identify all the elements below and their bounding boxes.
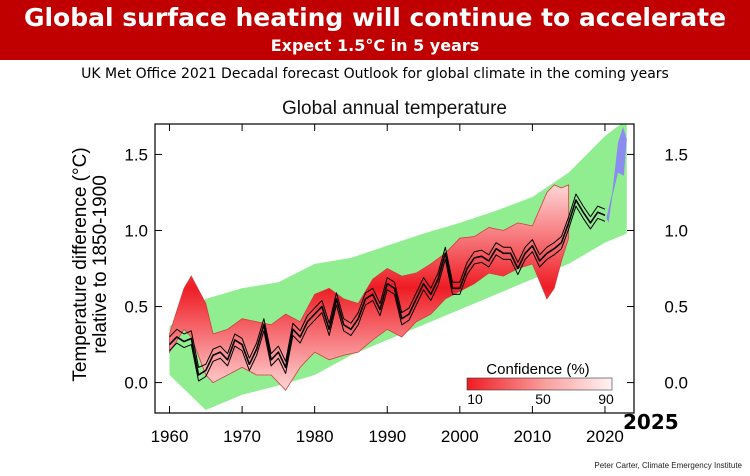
y-tick-label-left: 0.5 [124, 298, 148, 317]
year-2025-label: 2025 [623, 410, 679, 434]
observation-line-1 [168, 199, 606, 376]
credit-line: Peter Carter, Climate Emergency Institut… [594, 461, 742, 470]
forecast-band [606, 127, 627, 223]
y-axis-label: Temperature difference (°C)relative to 1… [70, 147, 111, 381]
observation-line-2 [169, 193, 606, 368]
chart-title: Global annual temperature [282, 98, 507, 119]
x-tick-label: 2020 [586, 427, 624, 446]
y-tick-label-right: 1.5 [664, 145, 688, 164]
hindcast-band [169, 184, 570, 391]
x-tick-label: 1980 [296, 427, 334, 446]
legend-tick-label: 50 [535, 391, 551, 407]
observation-line-3 [169, 205, 606, 382]
y-tick-label-left: 0.0 [124, 374, 148, 393]
legend-color-bar [466, 377, 613, 391]
plot-frame [154, 123, 635, 414]
y-tick-label-right: 0.0 [664, 374, 688, 393]
title-banner: Global surface heating will continue to … [0, 0, 750, 60]
x-tick-label: 2000 [441, 427, 479, 446]
legend-title: Confidence (%) [486, 361, 589, 378]
source-line: UK Met Office 2021 Decadal forecast Outl… [81, 66, 669, 82]
y-tick-label-left: 1.0 [124, 221, 148, 240]
y-tick-label-right: 1.0 [664, 221, 688, 240]
page-title: Global surface heating will continue to … [23, 3, 727, 32]
page-subtitle: Expect 1.5°C in 5 years [270, 36, 480, 55]
x-tick-label: 1960 [151, 427, 189, 446]
x-tick-label: 2010 [513, 427, 551, 446]
y-tick-label-left: 1.5 [124, 145, 148, 164]
x-tick-label: 1970 [223, 427, 261, 446]
x-tick-label: 1990 [368, 427, 406, 446]
legend-tick-label: 10 [467, 391, 483, 407]
legend-tick-label: 90 [598, 391, 614, 407]
y-tick-label-right: 0.5 [664, 298, 688, 317]
